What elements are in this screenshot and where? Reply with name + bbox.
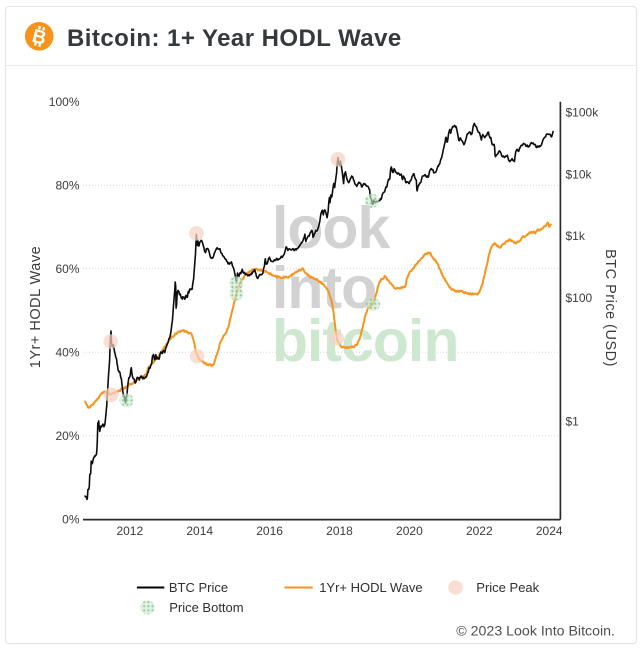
svg-text:Price Bottom: Price Bottom: [169, 600, 243, 615]
svg-text:2012: 2012: [116, 524, 143, 538]
svg-text:40%: 40%: [55, 346, 79, 360]
svg-text:60%: 60%: [55, 262, 79, 276]
svg-text:BTC Price (USD): BTC Price (USD): [602, 249, 618, 367]
svg-text:Price Peak: Price Peak: [476, 580, 539, 595]
svg-text:80%: 80%: [55, 179, 79, 193]
svg-text:into: into: [272, 255, 376, 321]
svg-text:$100: $100: [566, 291, 593, 305]
svg-text:© 2023 Look Into Bitcoin.: © 2023 Look Into Bitcoin.: [456, 624, 615, 640]
svg-text:2024: 2024: [536, 524, 563, 538]
svg-text:100%: 100%: [49, 95, 80, 109]
svg-text:2016: 2016: [256, 524, 283, 538]
svg-text:20%: 20%: [55, 429, 79, 443]
svg-text:$1: $1: [566, 415, 580, 429]
svg-text:BTC Price: BTC Price: [169, 580, 228, 595]
svg-text:2020: 2020: [396, 524, 423, 538]
svg-text:$1k: $1k: [566, 229, 586, 243]
svg-text:2022: 2022: [466, 524, 493, 538]
svg-text:$100k: $100k: [566, 106, 600, 120]
svg-text:0%: 0%: [62, 513, 80, 527]
svg-text:2014: 2014: [186, 524, 213, 538]
svg-text:1Yr+ HODL Wave: 1Yr+ HODL Wave: [28, 246, 44, 368]
svg-text:1Yr+ HODL Wave: 1Yr+ HODL Wave: [319, 580, 422, 595]
svg-text:bitcoin: bitcoin: [272, 308, 458, 374]
svg-text:$10k: $10k: [566, 167, 593, 181]
svg-text:2018: 2018: [326, 524, 353, 538]
